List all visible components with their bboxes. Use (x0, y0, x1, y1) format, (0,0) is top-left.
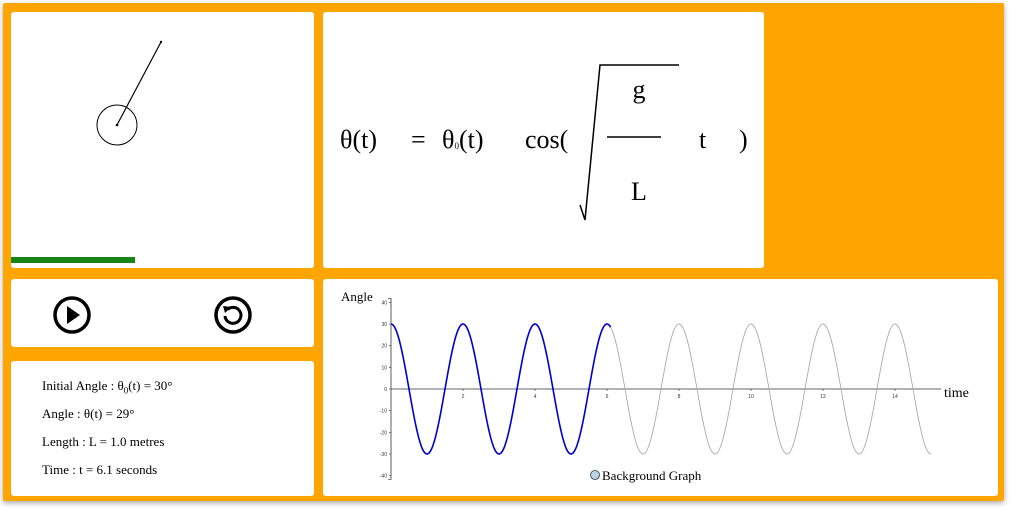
graph-panel: Angle time 40 30 20 10 0 -10 -20 -30 -40 2 4 6 8 10 12… (323, 279, 998, 496)
y-tick-label: -30 (380, 452, 387, 458)
equation-theta0: θ0(t) (442, 125, 484, 154)
length-readout: Length : L = 1.0 metres (42, 434, 165, 449)
equation-lhs: θ(t) (340, 125, 377, 154)
time-readout: Time : t = 6.1 seconds (42, 462, 158, 477)
equation-display: θ(t) = θ0(t) cos( g L t ) (340, 64, 748, 221)
equation-close: ) (739, 125, 748, 154)
x-tick-label: 4 (534, 394, 537, 400)
equation-denominator: L (631, 177, 647, 206)
y-tick-label: -20 (380, 430, 387, 436)
legend-label: Background Graph (602, 468, 702, 483)
pendulum-bob[interactable] (96, 104, 138, 146)
y-tick-label: -10 (380, 409, 387, 415)
background-graph-toggle[interactable]: Background Graph (590, 468, 702, 483)
y-tick-label: 40 (381, 300, 387, 306)
equation-cos: cos( (525, 125, 568, 154)
background-graph-radio[interactable] (590, 470, 600, 480)
info-panel: Initial Angle : θ0(t) = 30° Angle : θ(t)… (11, 361, 314, 496)
y-axis-label: Angle (341, 289, 373, 304)
equation-time: t (699, 125, 707, 154)
x-axis-label: time (944, 386, 969, 401)
x-tick-label: 10 (748, 394, 754, 400)
angle-time-chart: Angle time 40 30 20 10 0 -10 -20 -30 -40 2 4 6 8 10 12… (341, 289, 969, 483)
equation-equals: = (411, 125, 426, 154)
angle-series-line (390, 323, 612, 455)
y-tick-label: 10 (381, 365, 387, 371)
angle-readout: Angle : θ(t) = 29° (42, 406, 135, 421)
reset-icon (214, 296, 252, 334)
x-tick-label: 2 (462, 394, 465, 400)
bob-center (115, 123, 119, 127)
equation-panel: θ(t) = θ0(t) cos( g L t ) (323, 12, 764, 268)
x-tick-label: 8 (678, 394, 681, 400)
square-root-symbol (579, 64, 679, 221)
time-progress-bar (11, 257, 136, 263)
x-tick-label: 6 (606, 394, 609, 400)
play-button[interactable] (52, 295, 92, 335)
x-tick-label: 12 (820, 394, 826, 400)
reset-button[interactable] (213, 295, 253, 335)
controls-panel (11, 279, 314, 347)
initial-angle-readout: Initial Angle : θ0(t) = 30° (42, 378, 173, 396)
y-tick-label: 0 (384, 387, 387, 393)
pendulum-panel (11, 12, 314, 268)
play-icon (53, 296, 91, 334)
y-tick-label: 30 (381, 322, 387, 328)
pendulum-canvas (96, 40, 163, 146)
equation-numerator: g (633, 75, 646, 104)
pendulum-string (116, 41, 162, 126)
app-frame: θ(t) = θ0(t) cos( g L t ) (3, 3, 1004, 501)
y-tick-label: -40 (380, 474, 387, 480)
y-tick-label: 20 (381, 344, 387, 350)
x-tick-label: 14 (892, 394, 898, 400)
